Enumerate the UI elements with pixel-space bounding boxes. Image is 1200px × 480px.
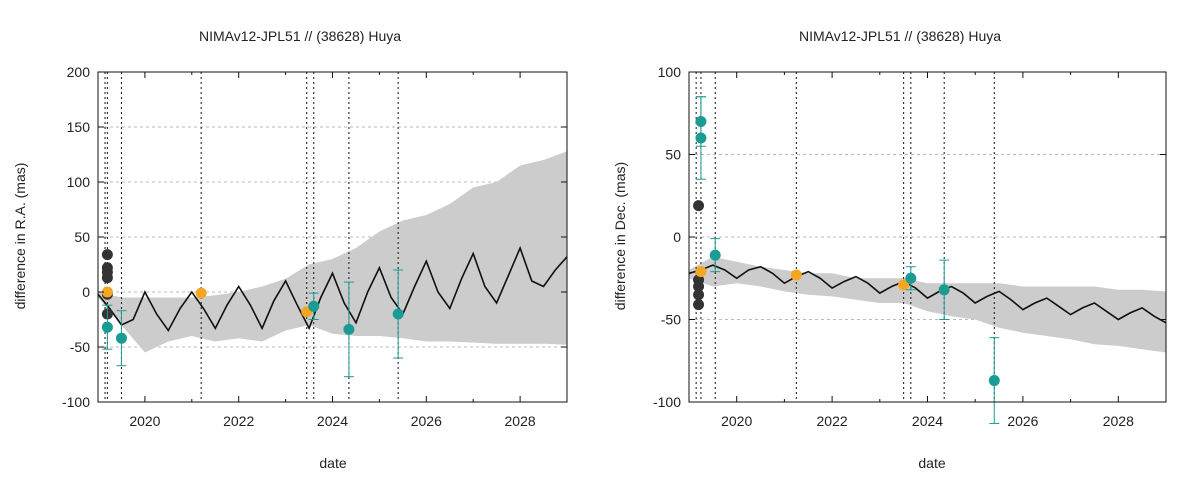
ra-chart: -100 -50 0 50 100 150 200 2020 2022 2024 2026 2028 [62,64,568,429]
chart-title: NIMAv12-JPL51 // (38628) Huya [198,28,402,44]
observation-point [101,321,113,333]
y-tick-label: 100 [658,64,682,80]
y-tick-label: -100 [62,394,90,410]
x-tick-label: 2022 [817,413,848,429]
x-tick-label: 2022 [223,413,254,429]
y-tick-label: 0 [82,284,90,300]
x-tick-label: 2026 [1007,413,1038,429]
uncertainty-band [689,256,1166,353]
y-tick-label: -50 [661,312,681,328]
uncertainty-band [98,151,567,353]
observation-point [115,332,127,344]
observation-point [905,272,917,284]
ephemeris-line [688,264,1167,324]
ra-panel: NIMAv12-JPL51 // (38628) Huya -100 -50 0 50… [12,28,568,471]
observation-point [938,284,950,296]
observation-point [695,132,707,144]
plot-frame [688,71,1167,403]
y-tick-label: 50 [74,229,90,245]
x-tick-label: 2026 [411,413,442,429]
observation-point [343,323,355,335]
x-tick-label: 2020 [721,413,752,429]
y-tick-label: 0 [673,229,681,245]
observation-point [101,286,113,298]
observation-point [709,249,721,261]
y-axis-label: difference in Dec. (mas) [612,161,628,311]
y-tick-label: 200 [67,64,91,80]
y-axis-label: difference in R.A. (mas) [12,162,28,310]
observation-point [308,300,320,312]
ephemeris-line [97,245,568,333]
observation-point [693,299,705,311]
y-tick-label: -50 [70,339,90,355]
observation-point [790,269,802,281]
observation-point [392,308,404,320]
x-tick-label: 2020 [129,413,160,429]
dec-panel: NIMAv12-JPL51 // (38628) Huya -100 -50 0 50… [600,0,1200,480]
observation-point [695,266,707,278]
x-tick-label: 2028 [505,413,536,429]
chart-title: NIMAv12-JPL51 // (38628) Huya [798,28,1002,44]
observation-point [693,200,705,212]
observation-point [988,375,1000,387]
y-tick-label: -100 [653,394,681,410]
y-tick-label: 150 [67,119,91,135]
observation-point [693,281,705,292]
x-tick-label: 2024 [912,413,943,429]
y-tick-label: 100 [67,174,91,190]
x-axis-label: date [319,455,347,471]
observation-point [101,249,113,261]
x-axis-label: date [918,455,946,471]
observation-point [195,287,207,299]
x-tick-label: 2028 [1103,413,1134,429]
dec-chart: -100 -50 0 50 100 2020 2022 2024 2026 2028 [653,64,1167,429]
observation-point [693,289,705,301]
x-tick-label: 2024 [317,413,348,429]
y-tick-label: 50 [665,147,681,163]
observation-point [101,272,113,284]
observation-point [898,279,910,291]
